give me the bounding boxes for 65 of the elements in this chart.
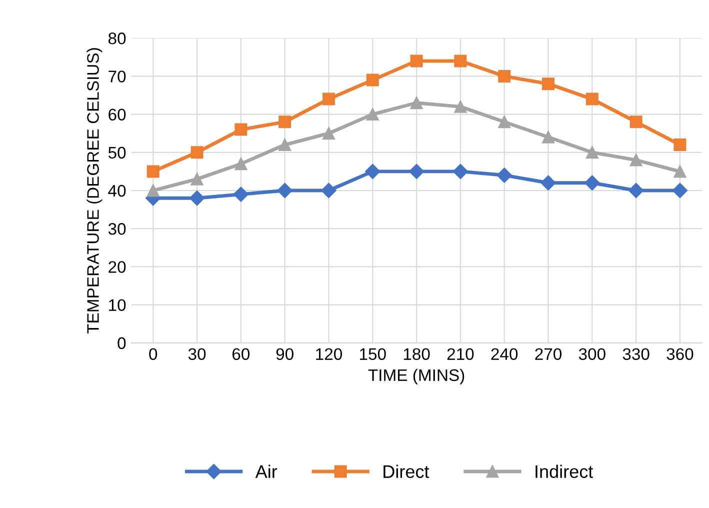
y-tick-label: 50 xyxy=(108,146,126,159)
point xyxy=(586,92,598,106)
x-tick-label: 210 xyxy=(447,348,474,360)
point xyxy=(454,54,467,68)
point xyxy=(542,130,554,144)
point xyxy=(322,92,335,106)
x-tick-label: 360 xyxy=(666,348,694,360)
x-tick-label: 330 xyxy=(622,348,650,360)
x-tick-label: 120 xyxy=(316,348,342,360)
point xyxy=(628,182,644,198)
y-axis-title: TEMPERATURE (DEGREE CELSIUS) xyxy=(86,48,102,334)
point xyxy=(410,96,423,110)
point xyxy=(672,182,688,198)
legend-label: Air xyxy=(255,464,278,478)
point xyxy=(190,146,204,159)
point xyxy=(584,175,600,190)
x-tick-label: 90 xyxy=(276,348,294,360)
y-tick-label: 10 xyxy=(109,299,126,312)
point xyxy=(452,164,468,180)
y-tick-label: 80 xyxy=(108,32,126,44)
y-tick-label: 60 xyxy=(108,108,126,121)
point xyxy=(586,146,598,159)
x-tick-label: 240 xyxy=(491,348,518,360)
point xyxy=(630,154,642,166)
point xyxy=(496,168,512,183)
point xyxy=(630,116,642,128)
legend-label: Indirect xyxy=(536,464,594,478)
point xyxy=(146,165,160,178)
point xyxy=(234,123,248,136)
point xyxy=(234,158,248,170)
point xyxy=(408,164,424,180)
x-axis-title: TIME (MINS) xyxy=(368,368,464,384)
point xyxy=(674,165,686,178)
point xyxy=(674,138,686,152)
point xyxy=(278,116,292,128)
point xyxy=(189,190,205,206)
x-tick-label: 180 xyxy=(404,348,430,360)
point xyxy=(498,116,511,128)
point xyxy=(233,186,248,202)
x-tick-label: 0 xyxy=(149,348,158,360)
y-tick-label: 70 xyxy=(108,70,126,82)
point xyxy=(321,182,336,198)
x-tick-label: 270 xyxy=(535,348,562,360)
x-tick-label: 150 xyxy=(360,348,386,360)
y-tick-label: 0 xyxy=(118,337,126,350)
y-tick-label: 30 xyxy=(108,223,126,235)
x-tick-label: 60 xyxy=(232,348,250,360)
point xyxy=(278,138,292,152)
point xyxy=(277,182,292,198)
y-tick-label: 40 xyxy=(108,184,126,197)
point xyxy=(454,100,467,113)
point xyxy=(542,78,554,90)
point xyxy=(190,172,204,186)
x-tick-label: 300 xyxy=(578,348,606,360)
point xyxy=(540,175,556,190)
point xyxy=(322,127,335,140)
point xyxy=(410,54,423,68)
legend-label: Direct xyxy=(384,464,430,478)
x-tick-label: 30 xyxy=(188,348,206,360)
point xyxy=(498,70,511,82)
y-tick-label: 20 xyxy=(108,261,126,273)
point xyxy=(366,108,379,121)
point xyxy=(365,164,380,180)
point xyxy=(366,74,379,86)
point xyxy=(146,184,160,197)
